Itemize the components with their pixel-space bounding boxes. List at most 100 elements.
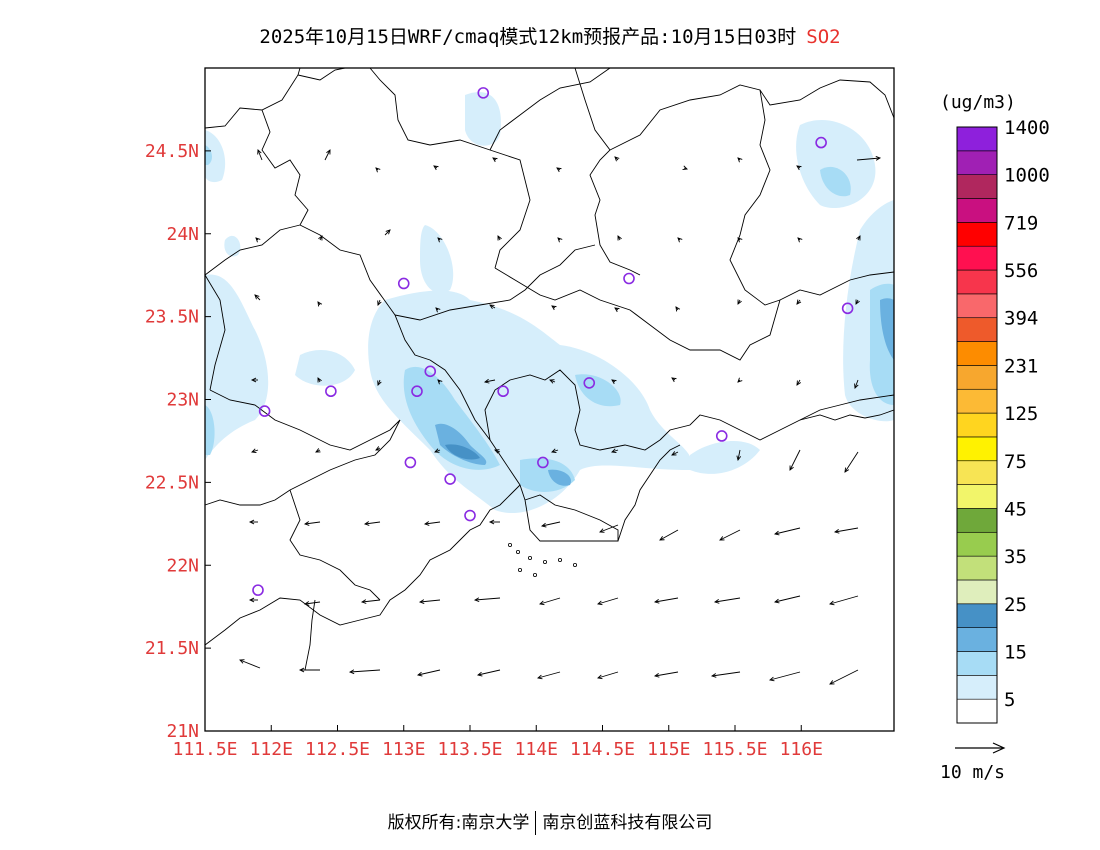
wind-arrow-71 (473, 597, 501, 603)
boundary-line-18 (659, 394, 895, 441)
pollutant-label: SO2 (806, 26, 841, 48)
colorbar-segment-14 (956, 388, 998, 414)
concentration-area-20 (880, 298, 894, 360)
wind-arrow-64 (719, 529, 741, 541)
wind-arrow-7 (614, 156, 620, 162)
wind-arrow-58 (363, 521, 381, 526)
concentration-shading (205, 91, 894, 514)
colorbar-label-7: 125 (1004, 403, 1038, 425)
wind-arrow-47 (375, 446, 381, 451)
wind-arrow-82 (476, 669, 501, 677)
colorbar-label-9: 394 (1004, 308, 1038, 330)
colorbar-segment-8 (956, 531, 998, 557)
station-marker-10 (583, 377, 596, 389)
x-tick-label-9: 115.5E (702, 739, 767, 760)
station-marker-5 (841, 302, 854, 315)
wind-arrow-48 (434, 448, 441, 453)
station-marker-15 (537, 456, 549, 469)
wind-arrow-52 (671, 451, 679, 456)
colorbar-label-6: 75 (1004, 451, 1027, 473)
boundary-line-1 (204, 67, 301, 129)
legend-unit: (ug/m3) (940, 92, 1016, 113)
wind-arrow-22 (856, 235, 861, 241)
wind-arrow-85 (653, 671, 679, 678)
wind-arrow-43 (796, 379, 802, 386)
wind-arrow-70 (418, 599, 441, 604)
wind-arrow-25 (377, 299, 382, 306)
concentration-area-1 (205, 274, 269, 460)
concentration-area-6 (295, 350, 355, 386)
island-5 (558, 558, 563, 563)
boundary-line-6 (574, 67, 641, 276)
wind-arrow-55 (844, 451, 859, 473)
wind-arrow-31 (737, 299, 742, 305)
wind-arrow-42 (737, 377, 743, 383)
wind-arrow-1 (257, 149, 263, 161)
copyright-footer: 版权所有:南京大学 南京创蓝科技有限公司 (0, 808, 1100, 835)
wind-arrow-46 (315, 448, 321, 453)
colorbar-segment-3 (956, 651, 998, 676)
wind-arrow-62 (599, 524, 619, 533)
wind-arrow-86 (710, 671, 741, 678)
colorbar-segment-15 (956, 365, 998, 390)
wind-arrow-2 (324, 149, 331, 161)
boundary-line-9 (779, 271, 895, 301)
station-marker-8 (424, 365, 437, 378)
concentration-area-16 (205, 405, 215, 455)
colorbar-segment-9 (956, 508, 998, 533)
wind-arrow-10 (796, 165, 802, 171)
wind-arrow-67 (248, 597, 258, 603)
x-tick-label-6: 114E (515, 739, 558, 760)
colorbar-segment-6 (956, 579, 998, 605)
concentration-area-21 (445, 444, 480, 460)
wind-arrow-12 (255, 237, 261, 243)
concentration-area-4 (420, 225, 454, 294)
station-marker-6 (325, 385, 337, 398)
wind-arrow-84 (597, 671, 619, 680)
y-tick-label-5: 22.5N (145, 472, 199, 493)
footer-left: 版权所有:南京大学 (387, 813, 530, 833)
wind-arrow-39 (549, 379, 556, 384)
y-tick-label-3: 23.5N (145, 307, 199, 328)
y-tick-label-8: 21N (166, 721, 199, 742)
station-marker-7 (411, 385, 423, 398)
colorbar-segment-2 (956, 675, 998, 700)
y-tick-label-7: 21.5N (145, 638, 199, 659)
wind-arrow-34 (250, 377, 258, 383)
admin-borders (204, 67, 895, 671)
wind-arrow-16 (497, 235, 502, 241)
wind-arrow-45 (251, 448, 259, 454)
wind-arrow-15 (437, 237, 443, 243)
station-marker-14 (444, 473, 456, 485)
y-tick-label-4: 23N (166, 390, 199, 411)
colorbar-segment-20 (956, 245, 998, 271)
wind-arrow-6 (556, 167, 562, 173)
wind-arrow-44 (854, 379, 859, 389)
colorbar-segment-7 (956, 555, 998, 581)
monitoring-stations (252, 87, 854, 596)
wind-arrow-20 (737, 237, 743, 243)
wind-arrow-68 (303, 601, 321, 606)
wind-arrow-14 (384, 229, 391, 236)
concentration-area-17 (205, 145, 212, 165)
station-marker-13 (404, 456, 417, 469)
colorbar-segment-5 (956, 603, 998, 628)
wind-arrow-69 (360, 599, 381, 604)
wind-arrow-66 (833, 527, 859, 534)
boundary-line-13 (209, 389, 401, 451)
x-tick-label-8: 115E (647, 739, 690, 760)
wind-arrow-80 (348, 669, 381, 675)
boundary-line-21 (204, 419, 401, 506)
x-tick-label-1: 111.5E (172, 739, 237, 760)
wind-arrow-11 (856, 155, 882, 161)
wind-arrow-77 (829, 595, 859, 606)
x-tick-label-4: 113E (382, 739, 425, 760)
wind-arrow-4 (433, 165, 439, 171)
colorbar-segment-12 (956, 436, 998, 462)
wind-arrow-76 (773, 595, 801, 604)
wind-arrow-37 (437, 379, 443, 385)
wind-scale: 10 m/s (940, 742, 1006, 783)
wind-arrow-74 (653, 597, 679, 604)
station-marker-9 (497, 385, 509, 398)
